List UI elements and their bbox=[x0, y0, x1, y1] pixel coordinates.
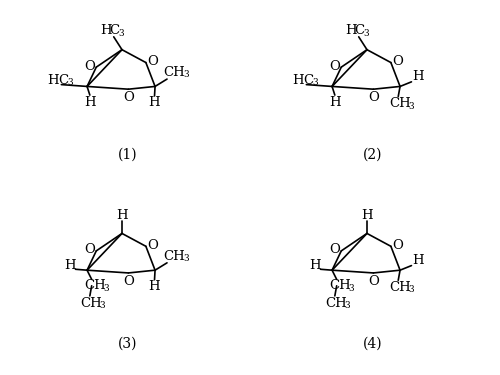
Text: 3: 3 bbox=[183, 70, 188, 80]
Text: H: H bbox=[148, 280, 160, 293]
Text: O: O bbox=[329, 243, 340, 256]
Text: CH: CH bbox=[330, 279, 351, 292]
Text: O: O bbox=[368, 275, 379, 288]
Text: 3: 3 bbox=[104, 284, 109, 292]
Text: 3: 3 bbox=[344, 301, 350, 310]
Text: H: H bbox=[292, 74, 304, 87]
Text: O: O bbox=[392, 239, 404, 252]
Text: 3: 3 bbox=[408, 285, 414, 294]
Text: H: H bbox=[309, 259, 320, 272]
Text: O: O bbox=[148, 55, 158, 68]
Text: C: C bbox=[110, 24, 120, 37]
Text: H: H bbox=[148, 96, 160, 109]
Text: H: H bbox=[100, 24, 112, 37]
Text: O: O bbox=[84, 243, 94, 256]
Text: CH: CH bbox=[164, 250, 185, 263]
Text: H: H bbox=[345, 24, 357, 37]
Text: H: H bbox=[64, 259, 76, 272]
Text: O: O bbox=[84, 60, 94, 73]
Text: (2): (2) bbox=[363, 147, 382, 161]
Text: CH: CH bbox=[389, 98, 411, 110]
Text: 3: 3 bbox=[312, 78, 318, 87]
Text: O: O bbox=[123, 275, 134, 288]
Text: 3: 3 bbox=[363, 28, 368, 38]
Text: CH: CH bbox=[325, 297, 346, 310]
Text: C: C bbox=[304, 74, 314, 87]
Text: H: H bbox=[116, 209, 128, 222]
Text: CH: CH bbox=[80, 297, 102, 310]
Text: (3): (3) bbox=[118, 337, 137, 351]
Text: 3: 3 bbox=[118, 28, 124, 38]
Text: 3: 3 bbox=[408, 102, 414, 111]
Text: H: H bbox=[412, 254, 424, 267]
Text: O: O bbox=[329, 60, 340, 73]
Text: (4): (4) bbox=[362, 337, 382, 351]
Text: H: H bbox=[361, 209, 373, 222]
Text: H: H bbox=[412, 70, 424, 83]
Text: C: C bbox=[58, 74, 69, 87]
Text: O: O bbox=[368, 91, 379, 104]
Text: CH: CH bbox=[389, 281, 411, 294]
Text: H: H bbox=[329, 96, 340, 108]
Text: H: H bbox=[84, 96, 96, 108]
Text: CH: CH bbox=[164, 66, 185, 79]
Text: 3: 3 bbox=[183, 254, 188, 263]
Text: C: C bbox=[354, 24, 364, 37]
Text: CH: CH bbox=[84, 279, 106, 292]
Text: H: H bbox=[48, 74, 60, 87]
Text: (1): (1) bbox=[118, 147, 138, 161]
Text: O: O bbox=[392, 55, 404, 68]
Text: O: O bbox=[123, 91, 134, 104]
Text: O: O bbox=[148, 239, 158, 252]
Text: 3: 3 bbox=[99, 301, 104, 310]
Text: 3: 3 bbox=[348, 284, 354, 292]
Text: 3: 3 bbox=[67, 78, 73, 87]
